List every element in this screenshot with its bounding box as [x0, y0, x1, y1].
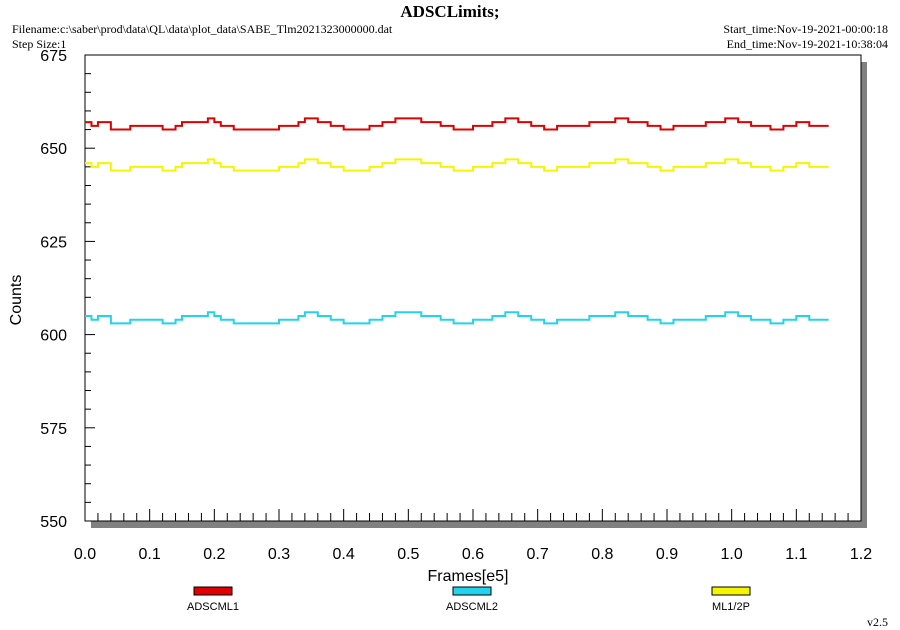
version-label: v2.5 [867, 615, 888, 629]
series-ml12p-line [85, 158, 829, 172]
y-tick-label: 675 [40, 48, 67, 65]
legend-swatch [452, 586, 492, 596]
x-tick-label: 0.6 [462, 546, 484, 563]
legend-label: ADSCML1 [187, 601, 239, 613]
x-tick-label: 0.0 [74, 546, 96, 563]
y-axis-label: Counts [8, 275, 25, 326]
legend-swatch [711, 586, 751, 596]
y-tick-label: 625 [40, 234, 67, 251]
start-time-label: Start_time:Nov-19-2021-00:00:18 [723, 22, 888, 36]
x-tick-label: 0.1 [139, 546, 161, 563]
end-time-label: End_time:Nov-19-2021-10:38:04 [726, 37, 888, 51]
x-tick-label: 1.1 [785, 546, 807, 563]
x-tick-label: 0.2 [203, 546, 225, 563]
legend-swatch [193, 586, 233, 596]
filename-label: Filename:c:\saber\prod\data\QL\data\plot… [12, 22, 393, 36]
x-tick-label: 0.7 [527, 546, 549, 563]
x-tick-label: 0.8 [591, 546, 613, 563]
x-tick-label: 0.3 [268, 546, 290, 563]
y-tick-label: 600 [40, 328, 67, 345]
x-tick-label: 0.9 [656, 546, 678, 563]
legend-adscml1: ADSCML1 [187, 586, 239, 613]
legend-label: ADSCML2 [446, 601, 498, 613]
chart-title: ADSCLimits; [400, 2, 500, 21]
y-tick-label: 575 [40, 421, 67, 438]
legend-adscml2: ADSCML2 [446, 586, 498, 613]
x-axis-label: Frames[e5] [428, 568, 509, 585]
y-tick-label: 650 [40, 141, 67, 158]
step-size-label: Step Size:1 [12, 37, 67, 51]
legend-ml12p: ML1/2P [711, 586, 751, 613]
x-tick-label: 1.2 [850, 546, 872, 563]
legend-label: ML1/2P [712, 601, 750, 613]
plot-area [84, 54, 862, 522]
x-tick-label: 0.5 [397, 546, 419, 563]
x-tick-label: 1.0 [721, 546, 743, 563]
series-adscml2-line [85, 311, 829, 325]
y-tick-label: 550 [40, 514, 67, 531]
series-adscml1-line [85, 117, 829, 131]
x-tick-label: 0.4 [333, 546, 355, 563]
